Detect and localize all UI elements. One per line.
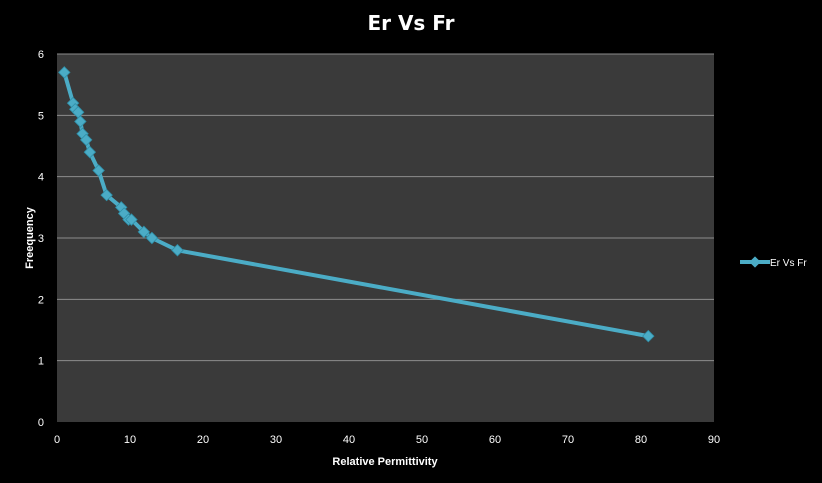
x-tick-label: 70	[562, 434, 574, 446]
data-point-marker	[79, 133, 93, 147]
y-tick-label: 0	[38, 417, 44, 429]
gridlines	[57, 53, 714, 362]
legend-marker-icon	[749, 256, 761, 268]
legend: Er Vs Fr	[740, 256, 807, 269]
x-tick-label: 30	[270, 434, 282, 446]
y-tick-label: 1	[38, 356, 44, 368]
y-tick-label: 6	[38, 49, 44, 61]
data-point-marker	[71, 106, 85, 119]
x-tick-label: 10	[124, 434, 136, 446]
x-tick-label: 20	[197, 434, 209, 446]
series-layer	[58, 66, 655, 343]
y-tick-label: 3	[38, 233, 44, 245]
x-tick-label: 80	[635, 434, 647, 446]
data-point-marker	[100, 188, 113, 202]
data-point-marker	[171, 244, 184, 257]
x-tick-label: 90	[708, 434, 720, 446]
x-tick-label: 0	[54, 434, 60, 446]
x-axis-title: Relative Permittivity	[332, 456, 438, 468]
y-tick-label: 2	[38, 294, 44, 306]
x-tick-label: 60	[489, 434, 501, 446]
data-point-marker	[642, 329, 655, 343]
y-tick-label: 5	[38, 110, 44, 122]
data-point-marker	[125, 213, 138, 226]
data-point-marker	[58, 66, 71, 79]
data-point-marker	[145, 231, 159, 245]
data-point-marker	[92, 164, 105, 177]
x-tick-label: 40	[343, 434, 355, 446]
x-axis-ticks: 0 10 20 30 40 50 60 70 80 90	[54, 434, 720, 446]
y-axis-ticks: 0 1 2 3 4 5 6	[38, 49, 44, 429]
data-point-marker	[137, 225, 151, 239]
x-tick-label: 50	[416, 434, 428, 446]
data-point-marker	[74, 115, 87, 128]
y-tick-label: 4	[38, 172, 44, 184]
legend-label: Er Vs Fr	[770, 258, 807, 269]
data-point-marker	[83, 145, 97, 159]
chart-title: Er Vs Fr	[367, 11, 454, 35]
y-axis-title: Freequency	[24, 206, 36, 269]
